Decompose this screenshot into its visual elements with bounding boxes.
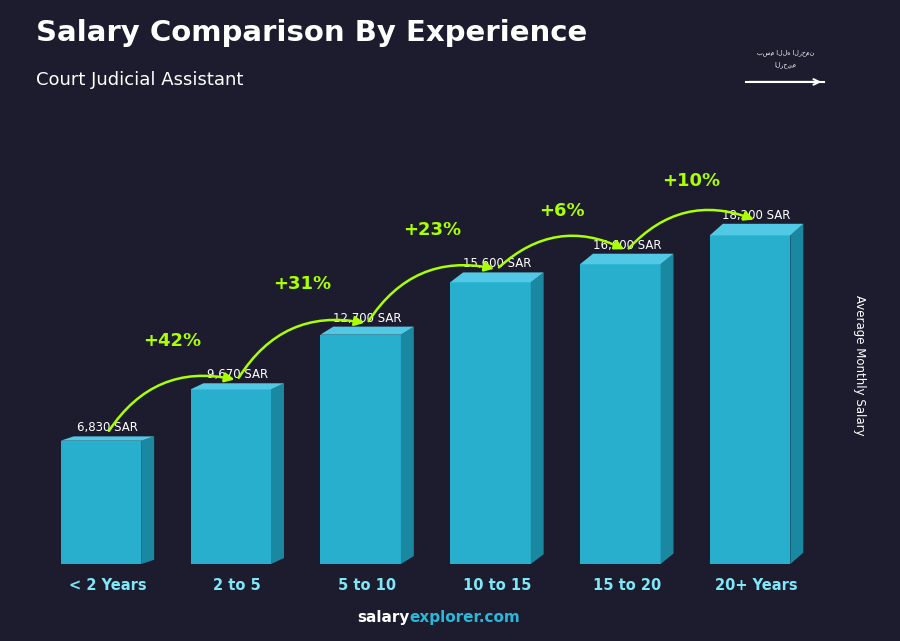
Polygon shape bbox=[191, 389, 271, 564]
Text: 12,700 SAR: 12,700 SAR bbox=[333, 312, 401, 324]
Text: 6,830 SAR: 6,830 SAR bbox=[77, 421, 138, 435]
Polygon shape bbox=[400, 327, 414, 564]
Text: 20+ Years: 20+ Years bbox=[716, 578, 798, 593]
Text: 18,200 SAR: 18,200 SAR bbox=[723, 209, 791, 222]
Polygon shape bbox=[191, 383, 284, 389]
Text: Average Monthly Salary: Average Monthly Salary bbox=[853, 295, 866, 436]
Text: Court Judicial Assistant: Court Judicial Assistant bbox=[36, 71, 243, 88]
Polygon shape bbox=[60, 441, 141, 564]
FancyArrowPatch shape bbox=[499, 236, 622, 267]
Text: explorer.com: explorer.com bbox=[410, 610, 520, 625]
Text: بسم الله الرحمن: بسم الله الرحمن bbox=[757, 49, 814, 56]
Polygon shape bbox=[790, 224, 804, 564]
Text: الرحيم: الرحيم bbox=[774, 61, 796, 67]
Polygon shape bbox=[320, 335, 400, 564]
Polygon shape bbox=[661, 254, 673, 564]
FancyArrowPatch shape bbox=[109, 374, 232, 431]
Text: +10%: +10% bbox=[662, 172, 721, 190]
Text: +23%: +23% bbox=[403, 221, 461, 238]
Text: 9,670 SAR: 9,670 SAR bbox=[207, 369, 268, 381]
Text: 15,600 SAR: 15,600 SAR bbox=[463, 258, 531, 271]
Polygon shape bbox=[531, 272, 544, 564]
Text: 10 to 15: 10 to 15 bbox=[463, 578, 531, 593]
FancyArrowPatch shape bbox=[369, 263, 491, 321]
Text: +31%: +31% bbox=[273, 275, 331, 293]
Polygon shape bbox=[60, 437, 154, 441]
Polygon shape bbox=[320, 327, 414, 335]
Polygon shape bbox=[450, 272, 544, 282]
Polygon shape bbox=[580, 254, 673, 264]
FancyArrowPatch shape bbox=[628, 210, 752, 249]
Polygon shape bbox=[580, 264, 661, 564]
Text: < 2 Years: < 2 Years bbox=[68, 578, 146, 593]
FancyArrowPatch shape bbox=[238, 317, 362, 378]
Text: 2 to 5: 2 to 5 bbox=[213, 578, 261, 593]
Polygon shape bbox=[450, 282, 531, 564]
Text: salary: salary bbox=[357, 610, 410, 625]
Polygon shape bbox=[710, 235, 790, 564]
Polygon shape bbox=[710, 224, 804, 235]
Text: +6%: +6% bbox=[539, 202, 585, 220]
Text: +42%: +42% bbox=[143, 331, 202, 349]
Polygon shape bbox=[141, 437, 154, 564]
Polygon shape bbox=[271, 383, 284, 564]
Text: Salary Comparison By Experience: Salary Comparison By Experience bbox=[36, 19, 587, 47]
Text: 5 to 10: 5 to 10 bbox=[338, 578, 396, 593]
Text: 16,600 SAR: 16,600 SAR bbox=[592, 238, 661, 252]
Text: 15 to 20: 15 to 20 bbox=[592, 578, 661, 593]
